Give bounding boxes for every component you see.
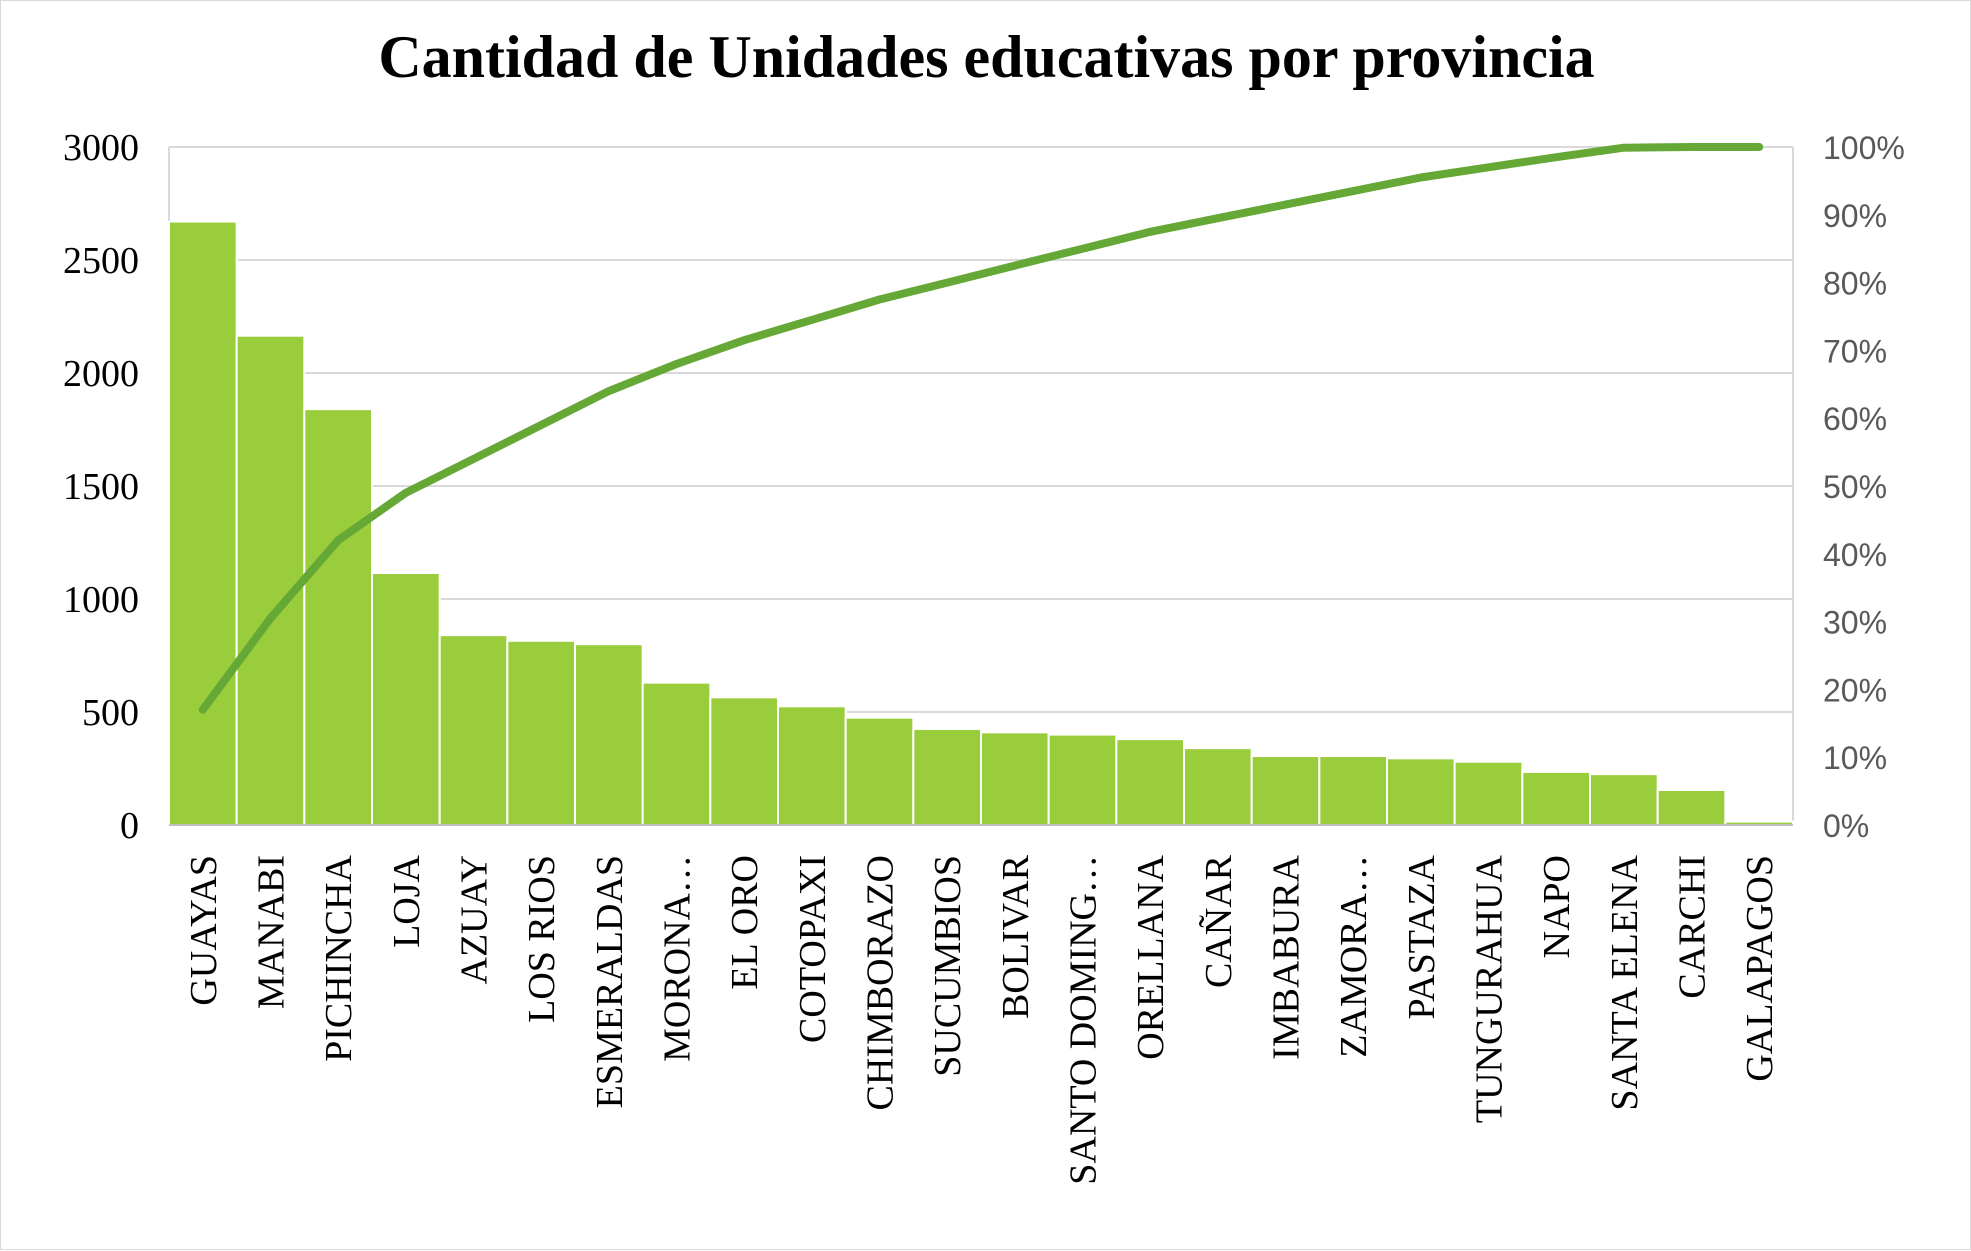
bar-loja — [371, 572, 441, 827]
chart-title: Cantidad de Unidades educativas por prov… — [378, 24, 1595, 90]
y-axis-tick-label: 0 — [120, 805, 139, 847]
y2-axis-tick-label: 40% — [1823, 537, 1887, 573]
y2-axis-tick-label: 50% — [1823, 469, 1887, 505]
x-axis-category-label: SANTO DOMING… — [1063, 855, 1105, 1185]
bar-santo-doming- — [1047, 733, 1118, 826]
x-axis-category-label: CAÑAR — [1198, 854, 1240, 988]
y-axis-tick-label: 2000 — [63, 353, 139, 395]
y-axis-tick-label: 2500 — [63, 240, 139, 282]
x-axis-category-label: CHIMBORAZO — [860, 855, 902, 1110]
y2-axis-tick-label: 60% — [1823, 401, 1887, 437]
bar-zamora- — [1318, 755, 1389, 827]
x-axis-category-label: PASTAZA — [1401, 854, 1443, 1019]
bar-pastaza — [1386, 757, 1456, 827]
bar-carchi — [1656, 788, 1727, 826]
x-axis-category-label: COTOPAXI — [792, 855, 834, 1043]
y2-axis-tick-label: 30% — [1823, 605, 1887, 641]
y-axis-tick-label: 1500 — [63, 466, 139, 508]
bar-cañar — [1183, 747, 1253, 826]
x-axis-category-label: ZAMORA… — [1333, 855, 1375, 1058]
bar-imbabura — [1250, 755, 1321, 827]
x-axis-category-label: EL ORO — [724, 855, 766, 990]
x-axis-category-label: BOLIVAR — [995, 854, 1037, 1019]
bar-cotopaxi — [777, 705, 847, 826]
y2-axis-tick-label: 100% — [1823, 130, 1905, 166]
bar-tungurahua — [1453, 760, 1524, 826]
bar-orellana — [1115, 738, 1186, 826]
bar-chimborazo — [844, 716, 915, 827]
x-axis-category-label: ESMERALDAS — [589, 855, 631, 1108]
bar-manabi — [235, 334, 306, 826]
y2-axis-tick-label: 10% — [1823, 740, 1887, 776]
cumulative-percent-line — [198, 143, 1764, 714]
y-axis-tick-label: 1000 — [63, 579, 139, 621]
y2-axis-tick-label: 20% — [1823, 672, 1887, 708]
x-axis-category-label: TUNGURAHUA — [1469, 854, 1511, 1123]
bar-el-oro — [709, 696, 779, 826]
x-axis-category-label: PICHINCHA — [318, 854, 360, 1061]
x-axis-category-label: LOS RIOS — [521, 855, 563, 1023]
bar-guayas — [168, 220, 238, 826]
x-axis-category-label: GUAYAS — [183, 855, 225, 1006]
x-axis-category-label: NAPO — [1536, 855, 1578, 958]
y2-axis-tick-label: 90% — [1823, 198, 1887, 234]
x-axis-category-label: CARCHI — [1672, 855, 1714, 999]
y-axis-tick-label: 500 — [82, 692, 139, 734]
x-axis-category-label: AZUAY — [454, 855, 496, 985]
y2-axis-tick-label: 70% — [1823, 333, 1887, 369]
y2-axis-tick-label: 0% — [1823, 808, 1869, 844]
x-axis-category-label: MORONA… — [657, 855, 699, 1062]
x-axis-category-label: SUCUMBIOS — [927, 855, 969, 1077]
bar-esmeraldas — [574, 643, 644, 827]
bar-bolivar — [980, 731, 1050, 827]
y2-axis-tick-label: 80% — [1823, 266, 1887, 302]
bar-azuay — [438, 634, 509, 826]
bar-napo — [1521, 770, 1592, 827]
x-axis-category-label: SANTA ELENA — [1604, 854, 1646, 1110]
x-axis-category-label: ORELLANA — [1130, 854, 1172, 1059]
y-axis-tick-label: 3000 — [63, 127, 139, 169]
x-axis-category-label: GALAPAGOS — [1739, 855, 1781, 1082]
x-axis-category-label: MANABI — [251, 855, 293, 1009]
bar-los-rios — [506, 639, 577, 826]
bar-pichincha — [303, 408, 374, 826]
bar-morona- — [641, 681, 712, 826]
bar-santa-elena — [1589, 773, 1659, 827]
bar-sucumbios — [912, 727, 982, 827]
x-axis-category-label: LOJA — [386, 854, 428, 947]
x-axis-category-label: IMBABURA — [1266, 854, 1308, 1059]
